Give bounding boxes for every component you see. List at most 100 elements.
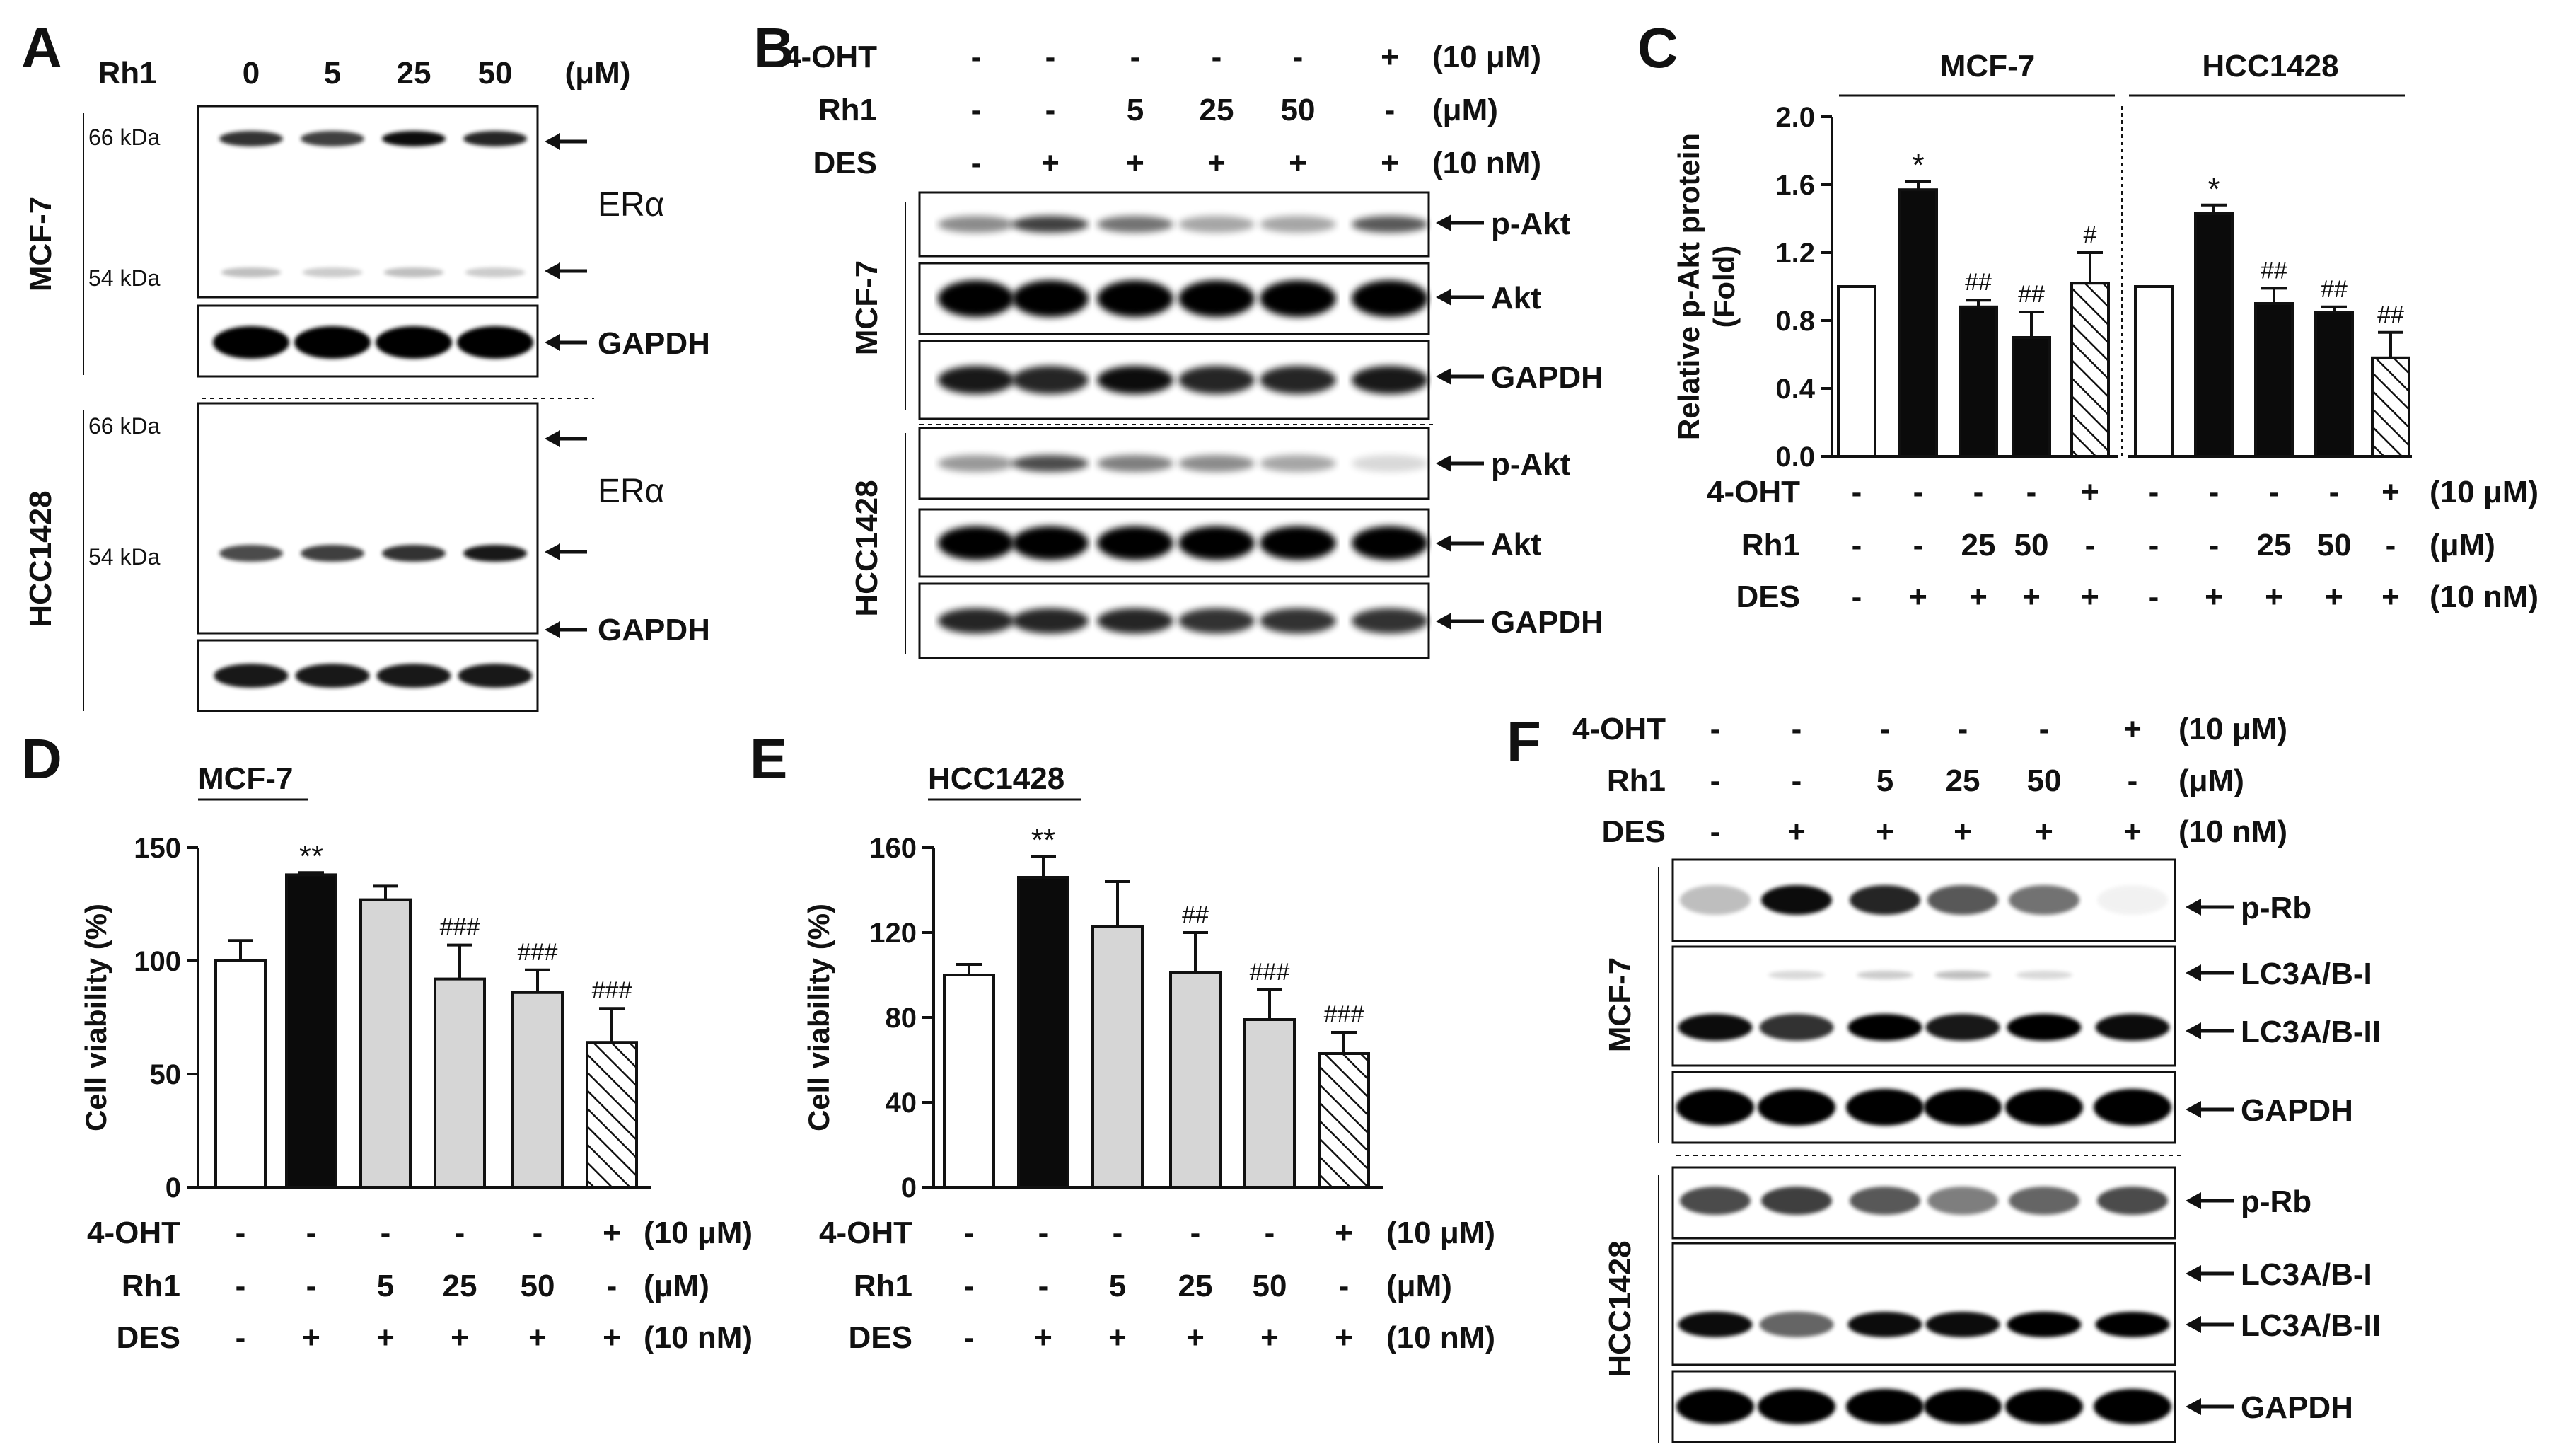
- panel-f-mcf7-prb-band: [2009, 885, 2079, 915]
- panel-e-unit-0: (10 μM): [1386, 1216, 1495, 1250]
- panel-b-treatment-0-5: +: [1381, 40, 1399, 74]
- panel-f-treatment-1-2: 5: [1876, 763, 1893, 798]
- panel-f-row-label-2: DES: [1602, 814, 1666, 849]
- panel-b-band-akt: [1178, 280, 1255, 317]
- panel-c-treatment-0-0: -: [1852, 475, 1862, 509]
- panel-f-treatment-1-0: -: [1710, 763, 1721, 798]
- panel-c-y-tick-label: 0.0: [1775, 442, 1815, 473]
- panel-c-bar: [1959, 305, 1998, 458]
- panel-a-dose-2: 25: [397, 56, 431, 91]
- panel-c-bar: [1898, 188, 1938, 458]
- panel-c-treatment-2-9: +: [2381, 579, 2400, 614]
- panel-f-treatment-1-3: 25: [1946, 763, 1980, 798]
- panel-b-band-akt: [1260, 280, 1336, 317]
- panel-e-row-label-0: 4-OHT: [819, 1216, 912, 1250]
- panel-c-treatment-1-5: -: [2149, 528, 2159, 562]
- panel-d-unit-1: (μM): [644, 1269, 709, 1303]
- panel-a-mcf7-era-band: [219, 131, 283, 146]
- panel-c-group-mcf7: MCF-7: [1940, 49, 2035, 83]
- panel-c-treatment-2-6: +: [2205, 579, 2223, 614]
- panel-c-treatment-2-8: +: [2325, 579, 2343, 614]
- panel-f-mcf7-prb-band: [1850, 885, 1920, 915]
- panel-c-bar: [2314, 311, 2354, 458]
- panel-letter-e: E: [750, 727, 787, 790]
- panel-f-mcf7-prb-blot: [1671, 858, 2176, 942]
- panel-c-unit-1: (μM): [2430, 528, 2495, 562]
- panel-d-bar: [434, 977, 486, 1189]
- panel-b-band-label-1: Akt: [1491, 281, 1541, 316]
- panel-a-hcc-gapdh-band: [214, 664, 289, 688]
- panel-a-arrow: [545, 543, 587, 560]
- panel-f-arrow: [2186, 1398, 2234, 1415]
- panel-a-era-label: ERα: [598, 473, 664, 510]
- panel-d-y-tick-label: 100: [134, 946, 181, 977]
- panel-a-mcf7-era-band: [382, 131, 446, 146]
- panel-f-arrow-head: [2186, 899, 2201, 916]
- panel-a-arrow-head: [545, 334, 560, 351]
- panel-b-band-akt: [1352, 526, 1428, 560]
- panel-d-bar: [285, 873, 337, 1189]
- panel-b-band-gapdh: [1012, 608, 1089, 634]
- panel-b-band-label-5: GAPDH: [1491, 605, 1603, 640]
- panel-f-arrow: [2186, 1101, 2234, 1118]
- panel-f-mcf7-lc3i-band: [2016, 971, 2072, 979]
- panel-d-annotation: ###: [440, 914, 480, 941]
- panel-c-treatment-0-8: -: [2329, 475, 2340, 509]
- panel-f-treatment-0-1: -: [1792, 712, 1802, 746]
- panel-c-y-tick-label: 1.6: [1775, 170, 1815, 201]
- panel-e-treatment-2-2: +: [1108, 1320, 1127, 1355]
- panel-f-hcc-gapdh-band: [1846, 1389, 1924, 1424]
- panel-b-band-akt: [1097, 526, 1173, 560]
- panel-e-treatment-1-1: -: [1038, 1269, 1049, 1303]
- panel-a-arrow-head: [545, 133, 560, 150]
- panel-d-y-tick-label: 50: [150, 1059, 182, 1090]
- panel-a-marker-54: 54 kDa: [88, 544, 161, 570]
- panel-b-band-gapdh: [1178, 366, 1255, 394]
- panel-b-treatment-1-3: 25: [1200, 93, 1234, 127]
- panel-b-band-gapdh: [1097, 366, 1173, 394]
- panel-a-arrow: [545, 133, 587, 150]
- panel-b-arrow-head: [1436, 455, 1451, 472]
- panel-f-mcf7-gapdh-band: [1758, 1089, 1835, 1126]
- panel-f-hcc-lc3ii-band: [1847, 1312, 1922, 1337]
- panel-f-mcf7-gapdh-band: [1676, 1089, 1754, 1126]
- panel-d-treatment-2-4: +: [528, 1320, 547, 1355]
- panel-a-hcc-gapdh-band: [458, 664, 533, 688]
- panel-f-arrow-head: [2186, 1265, 2201, 1282]
- panel-b-treatment-2-4: +: [1289, 146, 1307, 180]
- panel-e-y-tick-label: 160: [869, 833, 917, 864]
- panel-c-treatment-1-8: 50: [2317, 528, 2352, 562]
- panel-f-hcc-lc3-blot: [1671, 1242, 2176, 1366]
- panel-f-arrow-head: [2186, 1101, 2201, 1118]
- panel-f-treatment-0-2: -: [1880, 712, 1891, 746]
- panel-e-treatment-0-0: -: [964, 1216, 975, 1250]
- panel-b-treatment-1-5: -: [1385, 93, 1396, 127]
- panel-a-hcc-era-band: [219, 545, 283, 562]
- panel-b-band-p-akt: [1012, 216, 1089, 233]
- panel-f-mcf7-lc3-blot: [1671, 945, 2176, 1067]
- panel-f-arrow: [2186, 1265, 2234, 1282]
- panel-b-treatment-2-3: +: [1207, 146, 1226, 180]
- panel-f-row-label-0: 4-OHT: [1572, 712, 1666, 746]
- panel-b-band-label-3: p-Akt: [1491, 447, 1571, 482]
- panel-f-mcf7-lc3ii-band: [1759, 1014, 1834, 1041]
- panel-d-y-tick-label: 0: [166, 1172, 181, 1204]
- panel-c-y-tick-label: 1.2: [1775, 238, 1815, 269]
- panel-c-bar: [2254, 302, 2294, 458]
- panel-e-bar: [1169, 971, 1222, 1189]
- panel-c-treatment-2-1: +: [1909, 579, 1927, 614]
- panel-c-y-tick-label: 0.4: [1775, 374, 1815, 405]
- panel-f-arrow-head: [2186, 1398, 2201, 1415]
- panel-a-mcf7-era-band: [463, 131, 527, 146]
- panel-d-bar: [511, 991, 564, 1189]
- panel-b-arrow: [1436, 455, 1484, 472]
- panel-c-bar: [2070, 282, 2110, 458]
- panel-f-mcf7-gapdh-band: [2094, 1089, 2171, 1126]
- panel-f-arrow: [2186, 1316, 2234, 1333]
- panel-a-mcf7-era54-band: [383, 267, 444, 277]
- panel-e-bar: [1318, 1052, 1370, 1189]
- panel-e-treatment-0-4: -: [1265, 1216, 1275, 1250]
- panel-b-arrow-head: [1436, 368, 1451, 385]
- panel-b-arrow-head: [1436, 613, 1451, 630]
